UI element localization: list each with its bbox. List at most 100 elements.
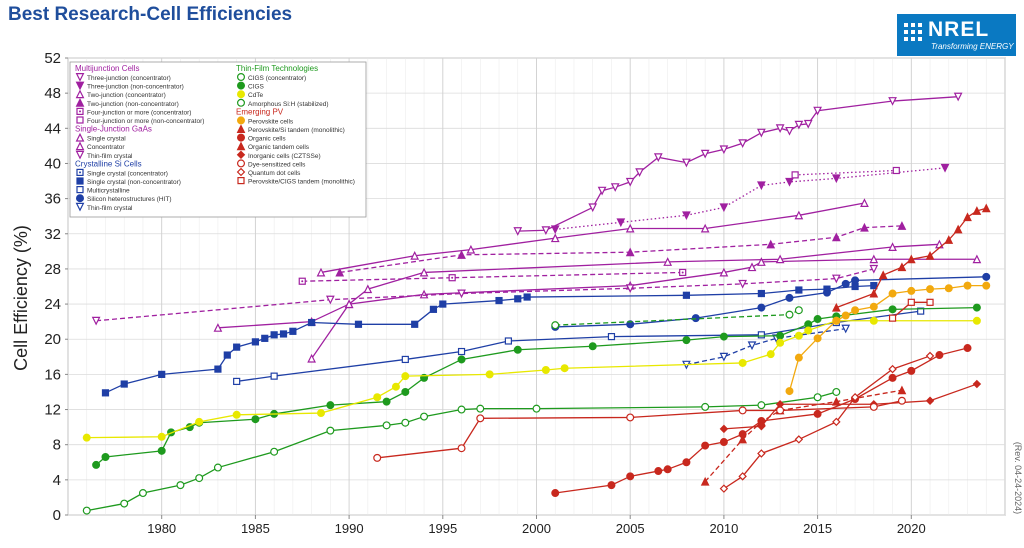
legend-item-label: Four-junction or more (concentrator) — [87, 109, 191, 116]
data-point — [223, 351, 231, 359]
data-point — [279, 330, 288, 338]
data-point — [504, 337, 512, 345]
data-point-dot — [301, 280, 304, 283]
data-point — [785, 177, 794, 187]
series-line — [795, 169, 897, 176]
data-point — [120, 380, 128, 388]
data-point — [841, 279, 850, 288]
x-tick-label: 1980 — [147, 521, 176, 536]
data-point — [682, 158, 691, 168]
data-point — [841, 324, 851, 334]
data-point — [654, 467, 663, 476]
data-point — [870, 282, 878, 290]
data-point — [738, 279, 748, 289]
data-point — [738, 358, 747, 367]
data-point — [719, 484, 729, 493]
legend-item-label: Concentrator — [87, 144, 125, 151]
series-22 — [373, 396, 906, 462]
data-point — [757, 257, 766, 266]
data-point — [213, 323, 223, 332]
data-point — [391, 382, 400, 391]
data-point — [944, 284, 953, 293]
series-7 — [298, 268, 687, 285]
y-tick-label: 24 — [44, 296, 61, 313]
data-point — [953, 224, 963, 234]
y-tick-label: 12 — [44, 402, 61, 419]
data-point — [289, 327, 297, 335]
series-3 — [335, 221, 907, 277]
chart-series — [82, 92, 991, 515]
series-17 — [785, 281, 991, 396]
data-point — [738, 139, 748, 148]
data-point — [91, 316, 101, 326]
nrel-logo-tagline: Transforming ENERGY — [931, 42, 1014, 51]
data-point — [831, 232, 841, 242]
data-point — [851, 276, 860, 285]
series-24 — [888, 298, 934, 322]
data-point — [419, 289, 429, 299]
data-point — [776, 338, 785, 347]
data-point — [869, 316, 878, 325]
data-point — [719, 203, 729, 213]
legend-item-label: Silicon heterostructures (HIT) — [87, 196, 172, 203]
data-point — [682, 211, 691, 221]
data-point — [476, 414, 485, 423]
series-line — [704, 389, 903, 483]
data-point — [794, 353, 803, 362]
data-point — [851, 282, 859, 291]
data-point — [926, 285, 935, 294]
data-point — [794, 210, 804, 220]
data-point — [757, 449, 766, 458]
data-point — [523, 293, 531, 301]
legend-item-label: Quantum dot cells — [248, 170, 301, 177]
data-point — [466, 244, 476, 254]
data-point — [747, 262, 757, 272]
data-point — [401, 418, 410, 427]
legend-marker — [237, 177, 245, 185]
data-point — [738, 406, 747, 415]
data-point — [457, 289, 466, 299]
data-point — [653, 153, 663, 163]
legend-marker — [236, 167, 246, 177]
y-tick-label: 48 — [44, 85, 61, 102]
data-point — [701, 441, 710, 450]
data-point — [457, 347, 466, 356]
data-point — [308, 318, 316, 327]
data-point — [972, 254, 982, 264]
data-point — [719, 145, 729, 155]
data-point — [532, 404, 541, 413]
series-8 — [791, 166, 900, 179]
legend-item-label: Four-junction or more (non-concentrator) — [87, 118, 204, 125]
data-point — [411, 320, 419, 328]
data-point — [791, 171, 799, 179]
data-point — [354, 320, 363, 328]
y-tick-label: 52 — [44, 50, 61, 67]
data-point — [457, 250, 466, 259]
data-point — [841, 311, 850, 320]
legend-item-label: Perovskite cells — [248, 118, 294, 125]
data-point — [972, 316, 981, 325]
data-point — [776, 331, 785, 340]
data-point — [382, 397, 391, 406]
data-point — [935, 351, 944, 360]
data-point — [757, 303, 766, 312]
data-point — [233, 377, 241, 386]
legend-group-title: Multijunction Cells — [75, 64, 139, 73]
data-point — [541, 365, 550, 374]
data-point — [940, 163, 950, 173]
data-point — [625, 177, 635, 187]
legend-group-title: Emerging PV — [236, 107, 284, 116]
data-point — [382, 421, 391, 430]
data-point — [831, 174, 841, 184]
y-tick-label: 40 — [44, 155, 61, 172]
series-line — [86, 391, 837, 512]
data-point — [625, 223, 635, 233]
data-point — [550, 233, 560, 243]
data-point — [869, 302, 878, 311]
data-point — [892, 166, 900, 175]
data-point — [176, 481, 185, 490]
data-point — [831, 274, 841, 284]
data-point — [270, 372, 278, 380]
data-point-dot — [451, 276, 454, 279]
